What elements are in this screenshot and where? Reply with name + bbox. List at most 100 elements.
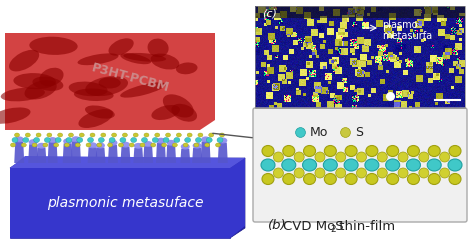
Ellipse shape bbox=[273, 152, 283, 162]
Ellipse shape bbox=[109, 38, 134, 56]
Ellipse shape bbox=[88, 137, 93, 143]
Ellipse shape bbox=[176, 133, 182, 137]
Ellipse shape bbox=[68, 133, 73, 137]
Ellipse shape bbox=[201, 136, 210, 142]
Ellipse shape bbox=[262, 146, 274, 156]
Polygon shape bbox=[63, 143, 73, 163]
Ellipse shape bbox=[1, 88, 45, 101]
Polygon shape bbox=[192, 148, 202, 163]
Ellipse shape bbox=[10, 143, 16, 147]
Ellipse shape bbox=[282, 159, 296, 171]
Ellipse shape bbox=[324, 146, 337, 156]
Ellipse shape bbox=[439, 168, 450, 178]
Ellipse shape bbox=[387, 174, 399, 185]
Ellipse shape bbox=[323, 159, 337, 171]
Ellipse shape bbox=[302, 159, 317, 171]
Polygon shape bbox=[255, 6, 465, 18]
Ellipse shape bbox=[25, 133, 30, 137]
Polygon shape bbox=[10, 168, 230, 238]
Text: P3HT-PCBM: P3HT-PCBM bbox=[90, 61, 170, 95]
Ellipse shape bbox=[303, 146, 316, 156]
Polygon shape bbox=[10, 158, 245, 238]
Polygon shape bbox=[218, 143, 228, 163]
Point bbox=[386, 94, 394, 98]
Ellipse shape bbox=[198, 133, 203, 137]
Ellipse shape bbox=[58, 133, 63, 137]
Text: plasmo: plasmo bbox=[382, 20, 418, 30]
Polygon shape bbox=[36, 148, 46, 163]
Ellipse shape bbox=[134, 143, 143, 149]
Polygon shape bbox=[10, 168, 230, 218]
Ellipse shape bbox=[195, 137, 201, 143]
Ellipse shape bbox=[336, 168, 346, 178]
Ellipse shape bbox=[387, 146, 399, 156]
Ellipse shape bbox=[324, 174, 337, 185]
Text: (c): (c) bbox=[262, 9, 277, 19]
Ellipse shape bbox=[66, 137, 72, 143]
Ellipse shape bbox=[163, 137, 169, 143]
Ellipse shape bbox=[36, 133, 41, 137]
Ellipse shape bbox=[185, 137, 191, 143]
Ellipse shape bbox=[167, 140, 176, 146]
Ellipse shape bbox=[192, 143, 201, 149]
Ellipse shape bbox=[123, 53, 166, 62]
Ellipse shape bbox=[147, 38, 169, 57]
Ellipse shape bbox=[85, 105, 115, 119]
Ellipse shape bbox=[109, 140, 118, 146]
Text: CVD MoS: CVD MoS bbox=[283, 219, 344, 233]
Polygon shape bbox=[120, 147, 130, 163]
Ellipse shape bbox=[365, 159, 379, 171]
Text: S: S bbox=[355, 125, 363, 138]
FancyBboxPatch shape bbox=[253, 108, 467, 222]
Polygon shape bbox=[201, 141, 210, 163]
Text: (b): (b) bbox=[268, 219, 287, 233]
Ellipse shape bbox=[377, 152, 387, 162]
Ellipse shape bbox=[129, 143, 134, 147]
Ellipse shape bbox=[428, 146, 440, 156]
Ellipse shape bbox=[217, 137, 223, 143]
Ellipse shape bbox=[155, 133, 160, 137]
Ellipse shape bbox=[15, 133, 19, 137]
Point bbox=[296, 130, 304, 134]
Polygon shape bbox=[133, 148, 143, 163]
Ellipse shape bbox=[219, 138, 228, 144]
Ellipse shape bbox=[216, 143, 220, 147]
Ellipse shape bbox=[408, 174, 419, 185]
Ellipse shape bbox=[144, 133, 149, 137]
Ellipse shape bbox=[96, 143, 105, 149]
Ellipse shape bbox=[294, 168, 304, 178]
Text: Mo: Mo bbox=[310, 125, 328, 138]
Ellipse shape bbox=[32, 77, 64, 91]
Ellipse shape bbox=[448, 159, 462, 171]
Ellipse shape bbox=[32, 143, 37, 147]
Ellipse shape bbox=[262, 174, 274, 185]
Polygon shape bbox=[230, 158, 245, 238]
Ellipse shape bbox=[29, 37, 78, 55]
Ellipse shape bbox=[273, 168, 283, 178]
Ellipse shape bbox=[43, 143, 48, 147]
Ellipse shape bbox=[86, 143, 91, 147]
Ellipse shape bbox=[111, 133, 117, 137]
Polygon shape bbox=[108, 145, 118, 163]
Ellipse shape bbox=[398, 168, 408, 178]
Ellipse shape bbox=[315, 152, 325, 162]
Polygon shape bbox=[143, 146, 153, 163]
Ellipse shape bbox=[356, 168, 366, 178]
Ellipse shape bbox=[109, 137, 115, 143]
Ellipse shape bbox=[408, 146, 419, 156]
Ellipse shape bbox=[64, 143, 70, 147]
Ellipse shape bbox=[90, 133, 95, 137]
Ellipse shape bbox=[336, 152, 346, 162]
Polygon shape bbox=[166, 145, 176, 163]
Ellipse shape bbox=[25, 80, 57, 99]
Ellipse shape bbox=[9, 50, 39, 71]
Ellipse shape bbox=[219, 133, 225, 137]
Ellipse shape bbox=[151, 143, 156, 147]
Ellipse shape bbox=[406, 159, 420, 171]
Ellipse shape bbox=[206, 137, 212, 143]
Ellipse shape bbox=[37, 143, 46, 149]
Ellipse shape bbox=[449, 174, 461, 185]
Ellipse shape bbox=[366, 146, 378, 156]
Ellipse shape bbox=[174, 137, 180, 143]
Polygon shape bbox=[28, 144, 38, 163]
